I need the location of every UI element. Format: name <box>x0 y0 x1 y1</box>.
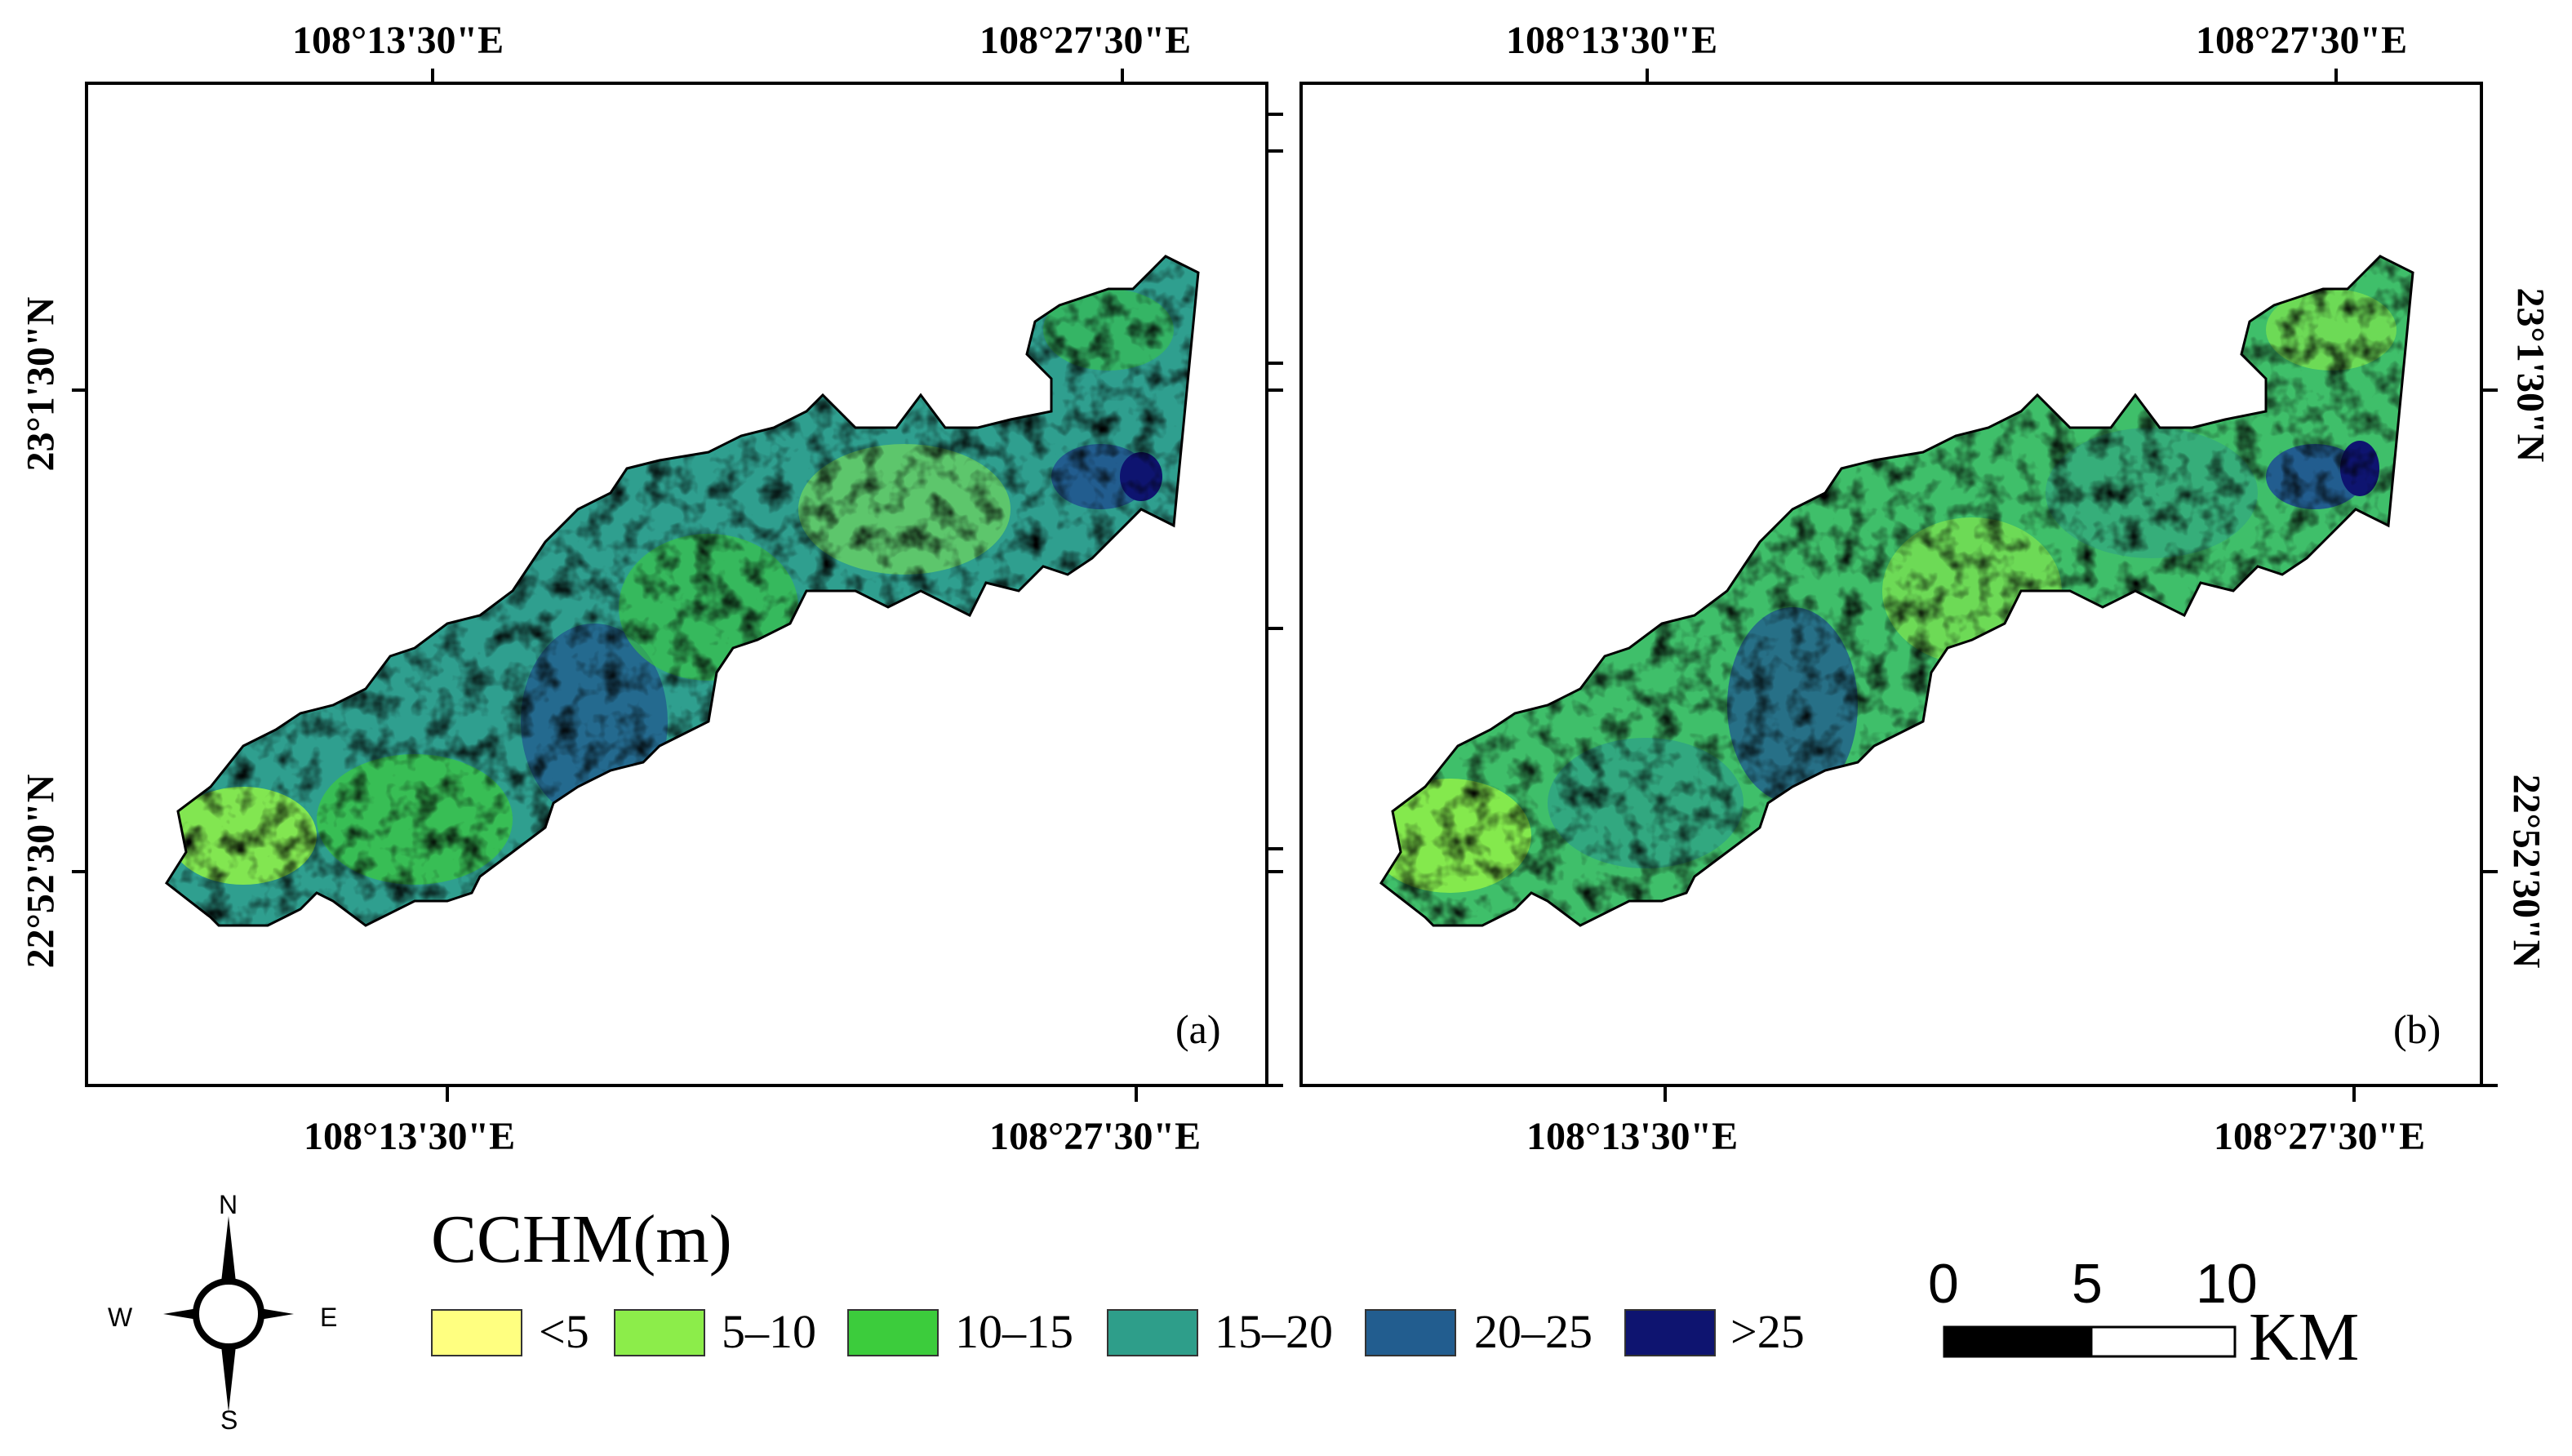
scale-bar <box>1943 1325 2237 1358</box>
scale-unit: KM <box>2249 1299 2360 1375</box>
scale-tick-10: 10 <box>2196 1253 2258 1315</box>
legend-label-2: 5–10 <box>722 1305 816 1358</box>
legend-swatch-1 <box>431 1309 522 1356</box>
legend-label-5: 20–25 <box>1474 1305 1593 1358</box>
panel-b-top-label-2: 108°27'30"E <box>2196 19 2408 62</box>
legend-swatch-4 <box>1107 1309 1198 1356</box>
scale-tick-5: 5 <box>2072 1253 2103 1315</box>
compass-w: W <box>108 1303 133 1332</box>
legend-title: CCHM(m) <box>431 1201 732 1277</box>
panel-a-top-label-2: 108°27'30"E <box>979 19 1192 62</box>
compass-n: N <box>219 1190 238 1219</box>
compass-s: S <box>220 1405 238 1435</box>
compass-e: E <box>320 1303 338 1332</box>
legend-swatch-2 <box>614 1309 705 1356</box>
legend-label-3: 10–15 <box>955 1305 1073 1358</box>
panel-b-map <box>1379 255 2414 927</box>
legend-label-1: <5 <box>539 1305 589 1358</box>
panel-a-map <box>165 255 1200 927</box>
panel-b-bottom-label-1: 108°13'30"E <box>1526 1115 1739 1158</box>
compass-rose <box>163 1216 294 1412</box>
legend-swatch-5 <box>1365 1309 1456 1356</box>
panel-b-tag: (b) <box>2393 1006 2441 1052</box>
panel-a-top-label-1: 108°13'30"E <box>292 19 504 62</box>
map-panel-a: (a) <box>85 82 1268 1087</box>
legend-label-4: 15–20 <box>1215 1305 1333 1358</box>
legend-swatch-6 <box>1624 1309 1716 1356</box>
scale-tick-0: 0 <box>1928 1253 1959 1315</box>
panel-b-top-label-1: 108°13'30"E <box>1506 19 1718 62</box>
legend-label-6: >25 <box>1730 1305 1805 1358</box>
panel-a-tag: (a) <box>1175 1006 1221 1052</box>
map-panel-b: (b) <box>1299 82 2483 1087</box>
panel-b-bottom-label-2: 108°27'30"E <box>2214 1115 2426 1158</box>
panel-a-bottom-label-1: 108°13'30"E <box>304 1115 516 1158</box>
panel-a-bottom-label-2: 108°27'30"E <box>989 1115 1202 1158</box>
legend-swatch-3 <box>847 1309 939 1356</box>
